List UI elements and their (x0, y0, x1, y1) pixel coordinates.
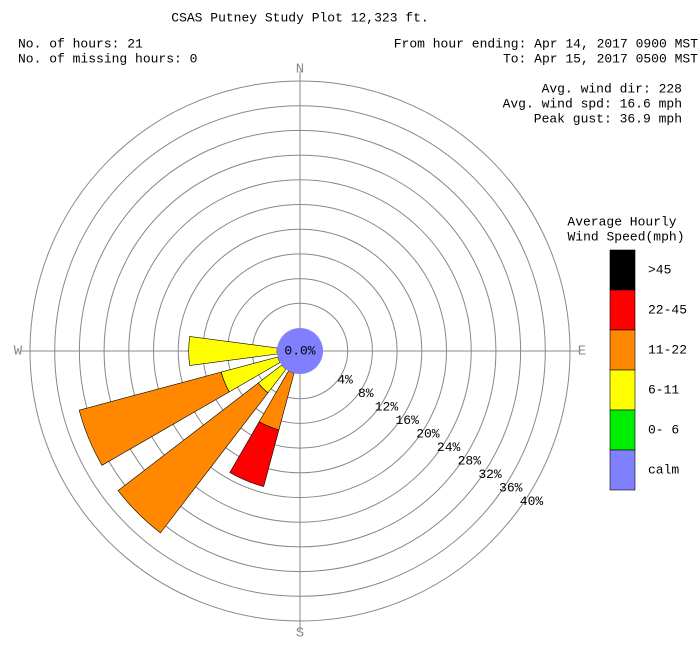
ring (177, 228, 423, 474)
legend-label: 0- 6 (648, 422, 679, 437)
ring-label: 28% (458, 453, 482, 468)
legend-label: 6-11 (648, 382, 679, 397)
ring (78, 129, 522, 573)
chart-title: CSAS Putney Study Plot 12,323 ft. (171, 10, 428, 25)
direction-label: S (296, 626, 304, 642)
legend-label: >45 (648, 262, 671, 277)
direction-label: N (296, 62, 304, 78)
info: To: Apr 15, 2017 0500 MST (503, 51, 698, 66)
ring (153, 204, 447, 498)
petal-segment (78, 371, 230, 466)
legend-swatch (609, 369, 636, 411)
ring-label: 40% (520, 494, 544, 509)
direction-label: E (578, 344, 586, 360)
ring-label: 32% (478, 467, 502, 482)
stat: Avg. wind dir: 228 (542, 81, 682, 96)
calm-label: 0.0% (284, 343, 315, 358)
ring-label: 24% (437, 440, 461, 455)
ring (128, 179, 472, 523)
calm-circle (277, 328, 323, 374)
legend-swatch (609, 249, 636, 291)
legend-swatch (609, 289, 636, 331)
legend-swatch (609, 329, 636, 371)
petal-segment (117, 382, 269, 534)
ring-label: 12% (375, 400, 399, 415)
petal-segment (229, 421, 280, 487)
info: No. of missing hours: 0 (18, 51, 197, 66)
info: From hour ending: Apr 14, 2017 0900 MST (394, 36, 698, 51)
ring-label: 36% (499, 480, 523, 495)
direction-label: W (14, 344, 23, 360)
ring-label: 16% (395, 413, 419, 428)
legend-label: calm (648, 462, 679, 477)
ring-label: 4% (337, 373, 353, 388)
ring-label: 8% (358, 386, 374, 401)
ring (54, 105, 546, 597)
legend-label: 11-22 (648, 342, 687, 357)
ring (29, 80, 571, 622)
stat: Peak gust: 36.9 mph (534, 111, 682, 126)
ring-label: 20% (416, 426, 440, 441)
stat: Avg. wind spd: 16.6 mph (503, 96, 682, 111)
legend-title: Wind Speed(mph) (567, 229, 684, 244)
legend-swatch (609, 409, 636, 451)
ring (103, 154, 497, 548)
legend-swatch (609, 449, 636, 491)
legend-label: 22-45 (648, 302, 687, 317)
info: No. of hours: 21 (18, 36, 143, 51)
legend-title: Average Hourly (567, 214, 676, 229)
